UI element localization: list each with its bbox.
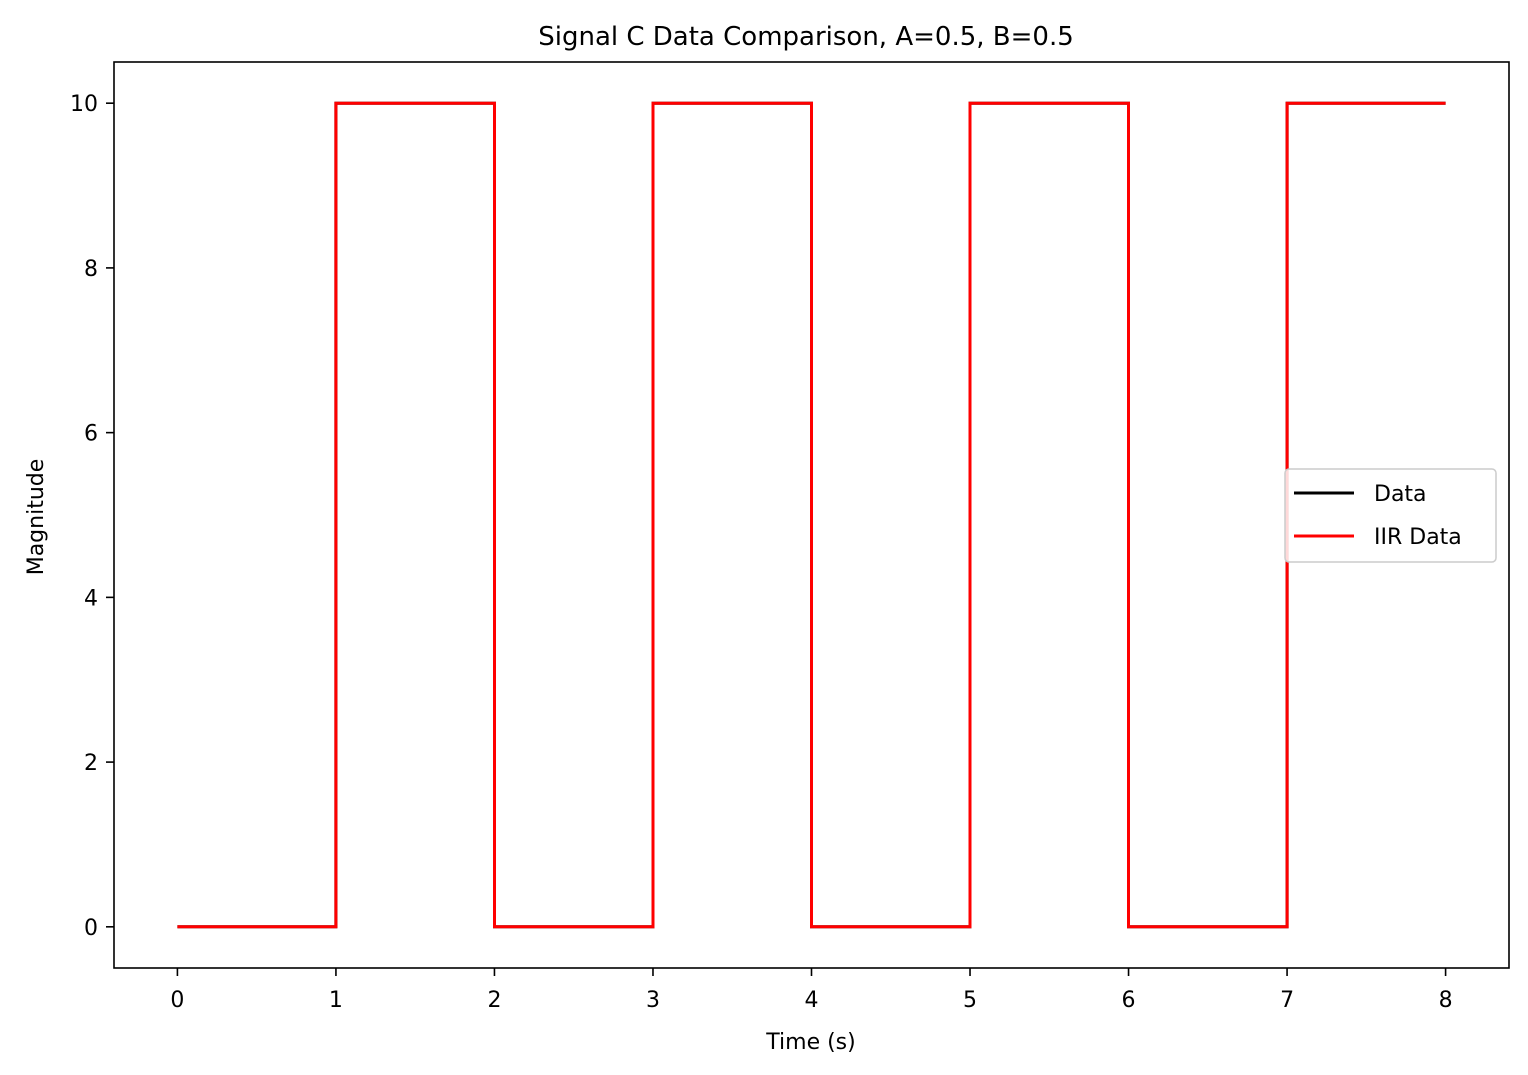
x-tick-label: 3	[646, 988, 660, 1013]
y-tick-label: 8	[84, 257, 98, 282]
plot-area: 0 1 2 3 4 5 6 7 8 0 2 4 6 8 10	[70, 61, 1510, 1013]
y-tick-label: 2	[84, 751, 98, 776]
legend-label-1: Data	[1374, 482, 1427, 507]
x-tick-label: 1	[329, 988, 343, 1013]
y-tick-label: 4	[84, 586, 98, 611]
y-tick-label: 0	[84, 916, 98, 941]
series-line-2	[177, 101, 1446, 929]
x-tick-label: 5	[963, 988, 977, 1013]
x-tick-label: 6	[1122, 988, 1136, 1013]
x-tick-label: 2	[487, 988, 501, 1013]
y-tick-label: 6	[84, 422, 98, 447]
y-axis-label: Magnitude	[24, 459, 49, 576]
y-tick-label: 10	[70, 92, 98, 117]
legend-label-2: IIR Data	[1374, 525, 1462, 550]
chart-title: Signal C Data Comparison, A=0.5, B=0.5	[538, 22, 1074, 52]
x-axis-label: Time (s)	[765, 1030, 855, 1055]
x-tick-label: 0	[170, 988, 184, 1013]
x-tick-label: 7	[1280, 988, 1294, 1013]
x-tick-label: 4	[805, 988, 819, 1013]
x-tick-label: 8	[1439, 988, 1453, 1013]
legend: Data IIR Data	[1284, 468, 1497, 563]
